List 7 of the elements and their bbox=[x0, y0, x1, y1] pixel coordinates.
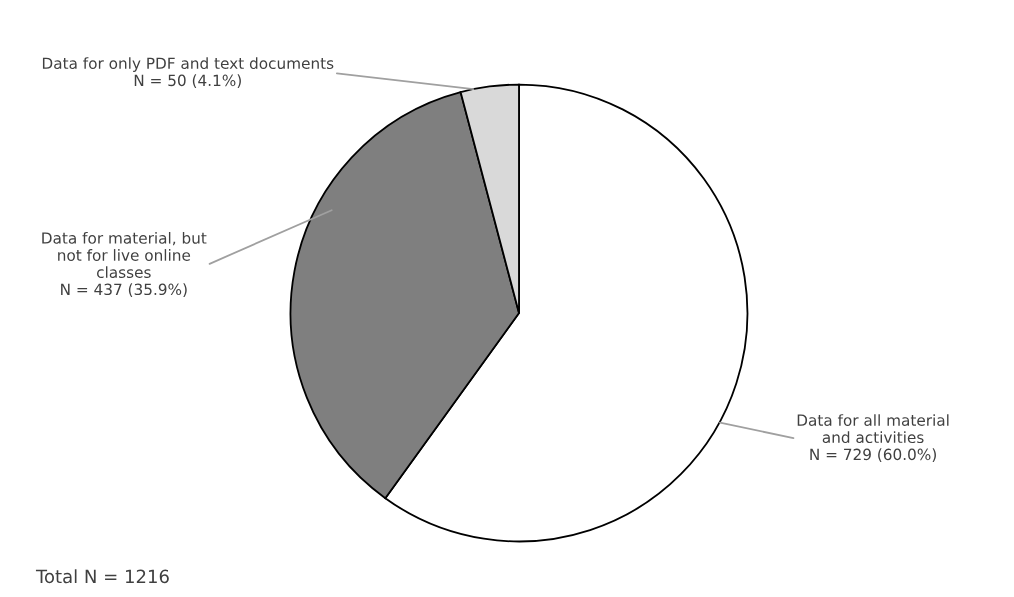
data-label: N = 437 (35.9%) bbox=[61, 283, 187, 297]
slice-label: Data for only PDF and text documents bbox=[42, 57, 334, 72]
slice-label: Data for all material and activities bbox=[797, 414, 949, 444]
slice-label: Data for material, but not for live online classes bbox=[42, 231, 207, 279]
data-label: N = 729 (60.0%) bbox=[810, 448, 936, 462]
data-label: N = 50 (4.1%) bbox=[134, 74, 241, 88]
text: Total N = 1216 bbox=[35, 569, 169, 584]
